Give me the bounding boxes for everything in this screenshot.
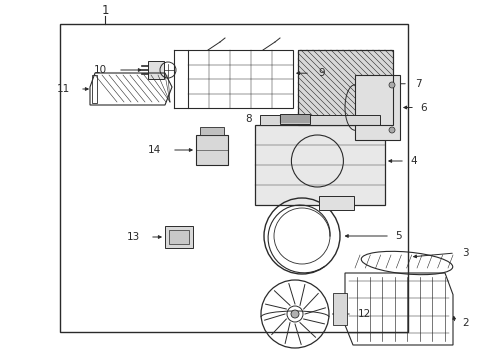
Bar [148, 61, 163, 79]
Text: 8: 8 [245, 114, 251, 124]
Text: 7: 7 [414, 79, 421, 89]
Bar [164, 226, 193, 248]
Text: 4: 4 [409, 156, 416, 166]
Bar [187, 50, 292, 108]
Circle shape [388, 82, 394, 88]
Text: 12: 12 [357, 309, 370, 319]
Bar [200, 127, 224, 135]
Text: 11: 11 [57, 84, 70, 94]
Text: 1: 1 [101, 4, 108, 17]
Text: 3: 3 [461, 248, 468, 258]
Bar [196, 135, 227, 165]
Bar [354, 75, 399, 140]
Bar [280, 114, 309, 124]
Bar [92, 75, 97, 103]
Text: 6: 6 [419, 103, 426, 112]
Bar [169, 230, 189, 244]
Circle shape [388, 127, 394, 133]
Bar [60, 24, 407, 332]
Bar [318, 195, 353, 210]
Text: 9: 9 [317, 68, 324, 78]
Text: 10: 10 [94, 65, 107, 75]
Bar [332, 293, 346, 325]
Text: 2: 2 [461, 318, 468, 328]
Bar [260, 115, 379, 125]
Circle shape [290, 310, 298, 318]
Bar [254, 125, 384, 205]
Text: 5: 5 [394, 231, 401, 241]
Bar [297, 50, 392, 125]
Text: 13: 13 [126, 232, 140, 242]
Bar [297, 50, 392, 125]
Text: 14: 14 [147, 145, 161, 155]
